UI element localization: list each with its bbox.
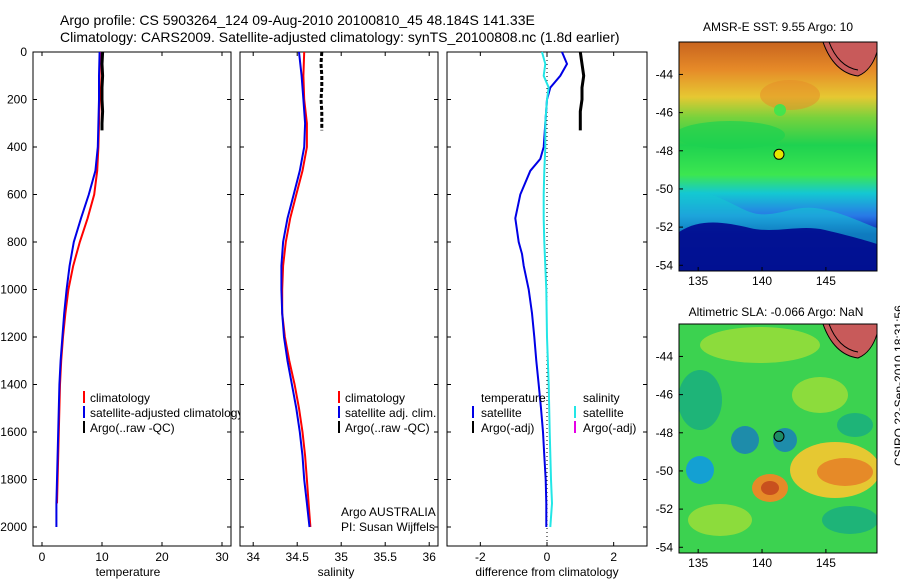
- x-tick-label: -2: [475, 550, 486, 564]
- depth-tick-label: 800: [7, 235, 27, 249]
- depth-tick-label: 2000: [0, 520, 27, 534]
- sst-map-panel: AMSR-E SST: 9.55 Argo: 10 135 140 145 -44 -4…: [656, 20, 878, 288]
- lat-tick-label: -44: [656, 349, 674, 363]
- lon-tick-label: 135: [688, 556, 708, 570]
- lat-tick-label: -54: [656, 258, 674, 272]
- lat-tick-label: -52: [656, 220, 674, 234]
- legend-argo: Argo(..raw -QC): [90, 421, 175, 435]
- depth-tick-label: 1000: [0, 283, 27, 297]
- series-satellite-adj-clim: [280, 51, 311, 528]
- series-satellite-adjusted-climatology: [55, 51, 101, 527]
- lat-tick-label: -54: [656, 540, 674, 554]
- x-tick-label: 0: [544, 550, 551, 564]
- lat-tick-label: -50: [656, 182, 674, 196]
- lon-tick-label: 145: [816, 274, 836, 288]
- lat-tick-label: -48: [656, 426, 674, 440]
- series-salinity-satellite: [541, 51, 554, 528]
- lon-tick-label: 135: [688, 274, 708, 288]
- difference-axis-label: difference from climatology: [475, 565, 618, 579]
- temperature-panel: 0 200 400 600 800 1000 1200 1400 1600 1800 2000 0 1…: [0, 45, 243, 579]
- depth-tick-label: 0: [20, 45, 27, 59]
- depth-tick-label: 400: [7, 140, 27, 154]
- series-temperature-argo-adj: [578, 51, 586, 131]
- x-tick-label: 34: [247, 550, 261, 564]
- legend-climatology: climatology: [345, 391, 405, 405]
- series-argo-raw-qc: [100, 51, 105, 131]
- depth-tick-label: 1600: [0, 425, 27, 439]
- argo-float-marker: [773, 430, 785, 442]
- lat-tick-label: -50: [656, 464, 674, 478]
- lon-tick-label: 145: [816, 556, 836, 570]
- legend-argo: Argo(..raw -QC): [345, 421, 430, 435]
- salinity-axis-label: salinity: [318, 565, 355, 579]
- legend-satellite-adjusted: satellite-adjusted climatology: [90, 406, 243, 420]
- salinity-legend: climatology satellite adj. clim. Argo(..…: [338, 391, 436, 435]
- legend-temperature-argo: Argo(-adj): [481, 421, 534, 435]
- x-tick-label: 35.5: [374, 550, 398, 564]
- sst-map-title: AMSR-E SST: 9.55 Argo: 10: [703, 20, 853, 34]
- depth-tick-label: 1200: [0, 330, 27, 344]
- legend-salinity-argo: Argo(-adj): [583, 421, 636, 435]
- figure-title-line-2: Climatology: CARS2009. Satellite-adjuste…: [60, 29, 620, 45]
- salinity-panel: 34 34.5 35 35.5 36 salinity climatology sate…: [239, 51, 439, 579]
- lon-tick-label: 140: [752, 556, 772, 570]
- temperature-legend: climatology satellite-adjusted climatolo…: [83, 391, 243, 435]
- sla-map-panel: Altimetric SLA: -0.066 Argo: NaN 135 140 1…: [656, 305, 878, 570]
- x-tick-label: 10: [95, 550, 109, 564]
- lat-tick-label: -46: [656, 106, 674, 120]
- institution-label: Argo AUSTRALIA: [341, 505, 436, 519]
- lat-tick-label: -52: [656, 502, 674, 516]
- depth-tick-label: 200: [7, 93, 27, 107]
- x-tick-label: 30: [215, 550, 229, 564]
- pi-label: PI: Susan Wijffels: [341, 520, 435, 534]
- difference-legend: temperature satellite Argo(-adj) salinit…: [472, 391, 636, 435]
- x-tick-label: 36: [423, 550, 437, 564]
- lat-tick-label: -44: [656, 67, 674, 81]
- lat-tick-label: -46: [656, 388, 674, 402]
- x-tick-label: 0: [39, 550, 46, 564]
- x-tick-label: 20: [155, 550, 169, 564]
- legend-climatology: climatology: [90, 391, 150, 405]
- argo-float-marker: [773, 148, 785, 160]
- legend-salinity-title: salinity: [583, 391, 620, 405]
- sla-map-title: Altimetric SLA: -0.066 Argo: NaN: [689, 305, 864, 319]
- depth-tick-label: 1800: [0, 473, 27, 487]
- legend-temperature-satellite: satellite: [481, 406, 522, 420]
- difference-panel: -2 0 2 difference from climatology tempera…: [446, 51, 648, 579]
- x-tick-label: 2: [610, 550, 617, 564]
- x-tick-label: 34.5: [286, 550, 310, 564]
- legend-salinity-satellite: satellite: [583, 406, 624, 420]
- depth-tick-label: 600: [7, 188, 27, 202]
- temperature-axis-label: temperature: [96, 565, 161, 579]
- lat-tick-label: -48: [656, 144, 674, 158]
- figure-title-line-1: Argo profile: CS 5903264_124 09-Aug-2010…: [60, 12, 535, 28]
- legend-temperature-title: temperature: [481, 391, 546, 405]
- depth-tick-label: 1400: [0, 378, 27, 392]
- legend-satellite-adj: satellite adj. clim.: [345, 406, 436, 420]
- lon-tick-label: 140: [752, 274, 772, 288]
- csiro-timestamp: CSIRO 22-Sep-2010 18:31:56: [892, 305, 900, 466]
- x-tick-label: 35: [335, 550, 349, 564]
- series-argo-raw-qc: [319, 51, 324, 131]
